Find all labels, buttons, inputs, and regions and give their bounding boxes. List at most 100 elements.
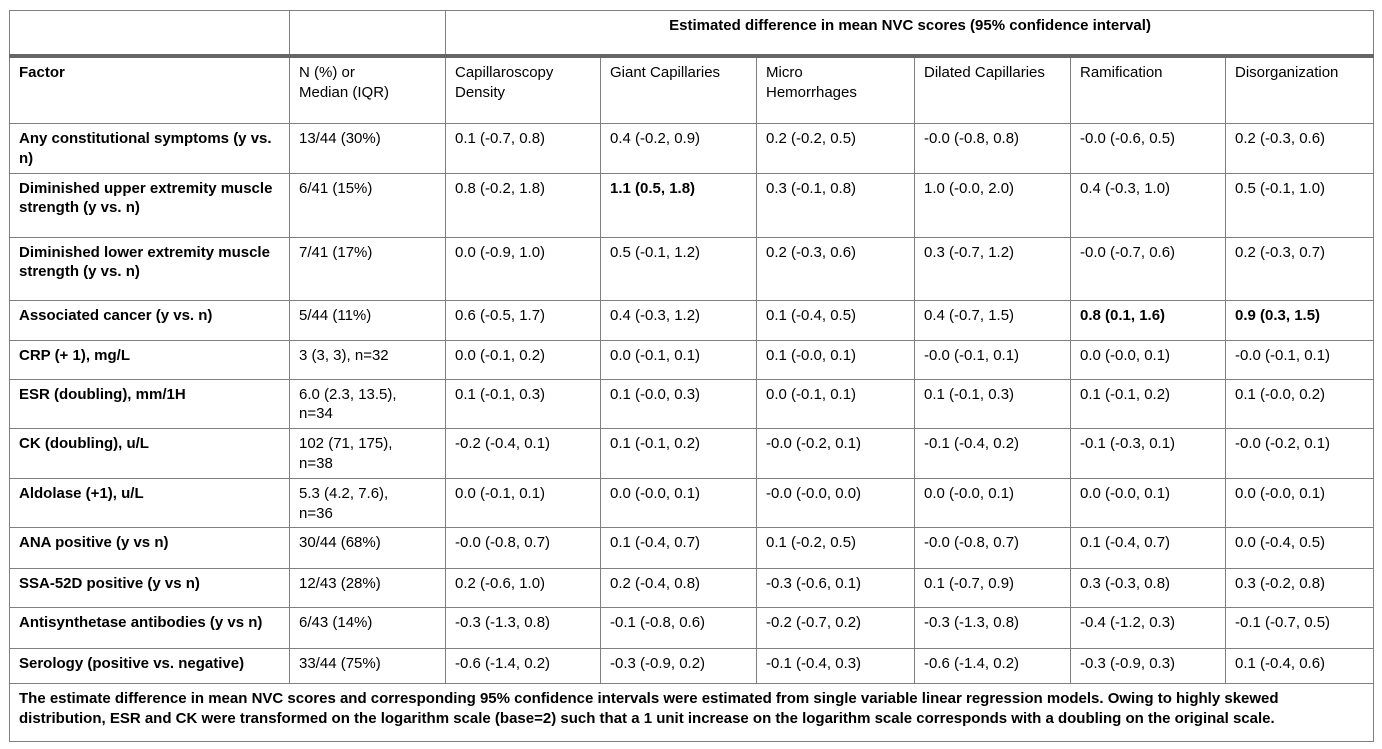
estimate-cell: 0.1 (-0.1, 0.2): [600, 428, 757, 479]
empty-header-cell: [9, 10, 290, 58]
estimate-cell: 0.1 (-0.4, 0.7): [1070, 527, 1226, 570]
table-header-columns: Factor N (%) or Median (IQR) Capillarosc…: [9, 55, 1375, 124]
estimate-cell: 0.4 (-0.7, 1.5): [914, 299, 1071, 341]
n-cell: 5.3 (4.2, 7.6), n=36: [289, 477, 446, 529]
estimate-cell: -0.0 (-0.2, 0.1): [756, 428, 915, 479]
estimate-cell: 0.4 (-0.3, 1.0): [1070, 172, 1226, 238]
estimate-cell: -0.6 (-1.4, 0.2): [445, 648, 601, 685]
factor-cell: ANA positive (y vs n): [9, 527, 290, 570]
estimate-cell: 0.4 (-0.2, 0.9): [600, 123, 757, 174]
estimate-cell: 0.2 (-0.2, 0.5): [756, 123, 915, 174]
estimate-cell: 0.6 (-0.5, 1.7): [445, 299, 601, 341]
estimates-span-header: Estimated difference in mean NVC scores …: [444, 10, 1375, 58]
estimate-cell: -0.3 (-0.9, 0.2): [600, 648, 757, 685]
estimate-cell: 0.1 (-0.2, 0.5): [756, 527, 915, 570]
estimate-cell: 0.1 (-0.4, 0.6): [1224, 648, 1375, 685]
table-row: SSA-52D positive (y vs n) 12/43 (28%) 0.…: [9, 568, 1375, 609]
estimate-cell: -0.0 (-0.7, 0.6): [1070, 236, 1226, 301]
table-row: Serology (positive vs. negative) 33/44 (…: [9, 648, 1375, 685]
factor-cell: CRP (+ 1), mg/L: [9, 339, 290, 380]
estimate-cell: 0.1 (-0.4, 0.7): [600, 527, 757, 570]
factor-cell: ESR (doubling), mm/1H: [9, 378, 290, 430]
estimate-cell: 0.2 (-0.6, 1.0): [445, 568, 601, 609]
column-header-factor: Factor: [9, 55, 290, 124]
estimate-cell: 0.0 (-0.0, 0.1): [1224, 477, 1375, 529]
n-cell: 6/43 (14%): [289, 607, 446, 650]
estimate-cell: -0.0 (-0.8, 0.7): [914, 527, 1071, 570]
footnote-text: The estimate difference in mean NVC scor…: [8, 683, 1375, 743]
estimate-cell: -0.1 (-0.4, 0.3): [756, 648, 915, 685]
column-header-n: N (%) or Median (IQR): [289, 55, 446, 124]
n-cell: 33/44 (75%): [289, 648, 446, 685]
n-cell: 102 (71, 175), n=38: [289, 428, 446, 479]
table-row: Aldolase (+1), u/L 5.3 (4.2, 7.6), n=36 …: [9, 477, 1375, 529]
table-header-top: Estimated difference in mean NVC scores …: [9, 10, 1375, 58]
estimate-cell: 0.5 (-0.1, 1.2): [600, 236, 757, 301]
estimate-cell: 0.0 (-0.1, 0.2): [445, 339, 601, 380]
estimate-cell: 0.0 (-0.0, 0.1): [914, 477, 1071, 529]
estimate-cell: -0.0 (-0.0, 0.0): [756, 477, 915, 529]
table-row: Diminished lower extremity muscle streng…: [9, 236, 1375, 301]
estimate-cell: 0.2 (-0.4, 0.8): [600, 568, 757, 609]
factor-cell: Associated cancer (y vs. n): [9, 299, 290, 341]
factor-cell: Diminished upper extremity muscle streng…: [9, 172, 290, 238]
column-header-dilated-capillaries: Dilated Capillaries: [914, 55, 1071, 124]
estimate-cell: -0.3 (-1.3, 0.8): [445, 607, 601, 650]
estimate-cell: 0.1 (-0.1, 0.3): [445, 378, 601, 430]
estimate-cell: -0.3 (-0.6, 0.1): [756, 568, 915, 609]
factor-cell: Serology (positive vs. negative): [9, 648, 290, 685]
column-header-giant-capillaries: Giant Capillaries: [600, 55, 757, 124]
estimate-cell: 0.1 (-0.4, 0.5): [756, 299, 915, 341]
estimate-cell: -0.1 (-0.7, 0.5): [1224, 607, 1375, 650]
estimate-cell: -0.3 (-1.3, 0.8): [914, 607, 1071, 650]
estimate-cell-significant: 0.9 (0.3, 1.5): [1224, 299, 1375, 341]
table-row: ANA positive (y vs n) 30/44 (68%) -0.0 (…: [9, 527, 1375, 570]
estimate-cell: 0.4 (-0.3, 1.2): [600, 299, 757, 341]
estimate-cell: 0.3 (-0.1, 0.8): [756, 172, 915, 238]
estimate-cell: 0.1 (-0.0, 0.3): [600, 378, 757, 430]
estimate-cell: 0.1 (-0.7, 0.9): [914, 568, 1071, 609]
estimate-cell: 0.2 (-0.3, 0.7): [1224, 236, 1375, 301]
estimate-cell: 0.5 (-0.1, 1.0): [1224, 172, 1375, 238]
estimate-cell: 0.0 (-0.1, 0.1): [756, 378, 915, 430]
column-header-disorganization: Disorganization: [1224, 55, 1375, 124]
estimate-cell: -0.0 (-0.8, 0.7): [445, 527, 601, 570]
n-cell: 3 (3, 3), n=32: [289, 339, 446, 380]
estimate-cell: -0.4 (-1.2, 0.3): [1070, 607, 1226, 650]
estimate-cell: -0.0 (-0.6, 0.5): [1070, 123, 1226, 174]
estimate-cell: 0.1 (-0.1, 0.2): [1070, 378, 1226, 430]
factor-cell: Antisynthetase antibodies (y vs n): [9, 607, 290, 650]
estimate-cell: 0.0 (-0.0, 0.1): [1070, 477, 1226, 529]
estimate-cell: -0.0 (-0.1, 0.1): [914, 339, 1071, 380]
table-row: Diminished upper extremity muscle streng…: [9, 172, 1375, 238]
table-row: ESR (doubling), mm/1H 6.0 (2.3, 13.5), n…: [9, 378, 1375, 430]
estimate-cell: -0.2 (-0.4, 0.1): [445, 428, 601, 479]
factor-cell: CK (doubling), u/L: [9, 428, 290, 479]
factor-cell: Diminished lower extremity muscle streng…: [9, 236, 290, 301]
estimate-cell: -0.0 (-0.1, 0.1): [1224, 339, 1375, 380]
estimate-cell: 0.3 (-0.3, 0.8): [1070, 568, 1226, 609]
estimate-cell-significant: 1.1 (0.5, 1.8): [600, 172, 757, 238]
factor-cell: Aldolase (+1), u/L: [9, 477, 290, 529]
nvc-regression-table: Estimated difference in mean NVC scores …: [8, 10, 1375, 743]
estimate-cell: -0.0 (-0.2, 0.1): [1224, 428, 1375, 479]
estimate-cell: 0.0 (-0.0, 0.1): [1070, 339, 1226, 380]
n-cell: 30/44 (68%): [289, 527, 446, 570]
column-header-micro-hemorrhages: Micro Hemorrhages: [756, 55, 915, 124]
estimate-cell: 0.1 (-0.7, 0.8): [445, 123, 601, 174]
estimate-cell: 0.2 (-0.3, 0.6): [1224, 123, 1375, 174]
n-cell: 5/44 (11%): [289, 299, 446, 341]
estimate-cell: 0.1 (-0.0, 0.2): [1224, 378, 1375, 430]
n-cell: 7/41 (17%): [289, 236, 446, 301]
table-row: Associated cancer (y vs. n) 5/44 (11%) 0…: [9, 299, 1375, 341]
n-cell: 13/44 (30%): [289, 123, 446, 174]
table-footnote-row: The estimate difference in mean NVC scor…: [8, 683, 1375, 743]
estimate-cell: -0.2 (-0.7, 0.2): [756, 607, 915, 650]
estimate-cell: -0.3 (-0.9, 0.3): [1070, 648, 1226, 685]
estimate-cell: 0.1 (-0.1, 0.3): [914, 378, 1071, 430]
n-cell: 12/43 (28%): [289, 568, 446, 609]
table-row: Any constitutional symptoms (y vs. n) 13…: [9, 123, 1375, 174]
empty-header-cell: [289, 10, 446, 58]
factor-cell: Any constitutional symptoms (y vs. n): [9, 123, 290, 174]
